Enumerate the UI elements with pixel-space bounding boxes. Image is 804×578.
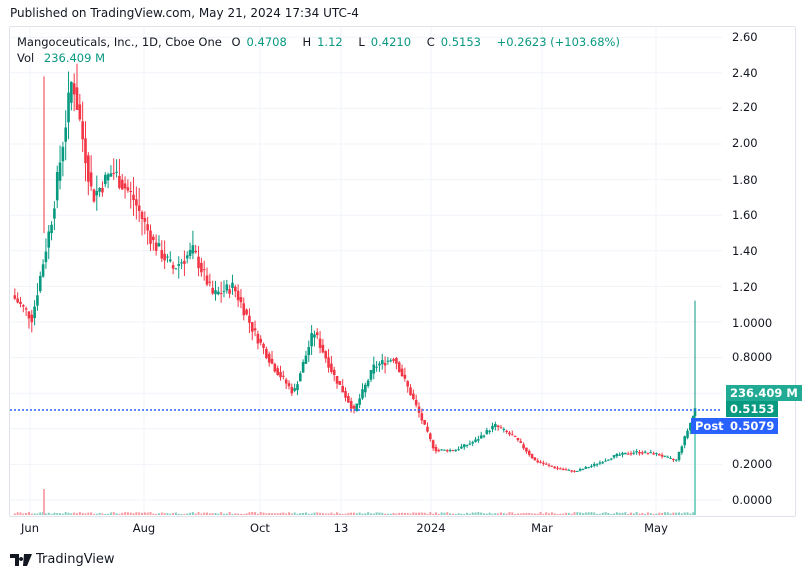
high-value: 1.12 <box>317 35 343 49</box>
volume-badge: 236.409 M <box>726 385 802 401</box>
symbol-title: Mangoceuticals, Inc., 1D, Cboe One <box>17 35 222 49</box>
x-tick: May <box>644 521 668 535</box>
y-tick: 0.0000 <box>732 493 773 507</box>
y-tick: 1.40 <box>732 244 758 258</box>
tradingview-logo-icon <box>10 553 32 566</box>
close-price-badge: 0.5153 <box>726 401 779 417</box>
y-tick: 2.00 <box>732 136 758 150</box>
close-value: 0.5153 <box>440 35 481 49</box>
x-tick: Jun <box>21 521 39 535</box>
post-market-label: Post <box>691 418 728 434</box>
brand-name: TradingView <box>36 552 115 567</box>
x-tick: 2024 <box>416 521 446 535</box>
x-tick: Aug <box>132 521 156 535</box>
price-plot[interactable] <box>10 27 722 515</box>
change-value: +0.2623 (+103.68%) <box>496 35 620 49</box>
open-value: 0.4708 <box>246 35 287 49</box>
candlestick-chart <box>10 27 722 515</box>
y-tick: 1.20 <box>732 280 758 294</box>
y-tick: 0.8000 <box>732 350 773 364</box>
price-axis[interactable]: 2.60 2.40 2.20 2.00 1.80 1.60 1.40 1.20 … <box>722 27 794 515</box>
y-tick: 1.0000 <box>732 316 773 330</box>
tradingview-logo[interactable]: TradingView <box>10 552 115 567</box>
x-tick: Oct <box>250 521 270 535</box>
x-tick: Mar <box>531 521 553 535</box>
y-tick: 1.80 <box>732 173 758 187</box>
low-value: 0.4210 <box>370 35 412 49</box>
y-tick: 2.40 <box>732 66 758 80</box>
chart-legend: Mangoceuticals, Inc., 1D, Cboe One O 0.47… <box>17 35 620 65</box>
y-tick: 1.60 <box>732 208 758 222</box>
y-tick: 2.20 <box>732 100 758 114</box>
y-tick: 0.2000 <box>732 457 773 471</box>
y-tick: 2.60 <box>732 30 758 44</box>
volume-value: 236.409 M <box>43 51 106 65</box>
chart-frame <box>9 26 796 517</box>
x-tick: 13 <box>333 521 349 535</box>
published-caption: Published on TradingView.com, May 21, 20… <box>10 6 359 20</box>
volume-label: Vol <box>17 51 35 65</box>
post-market-price-badge: 0.5079 <box>726 418 779 434</box>
